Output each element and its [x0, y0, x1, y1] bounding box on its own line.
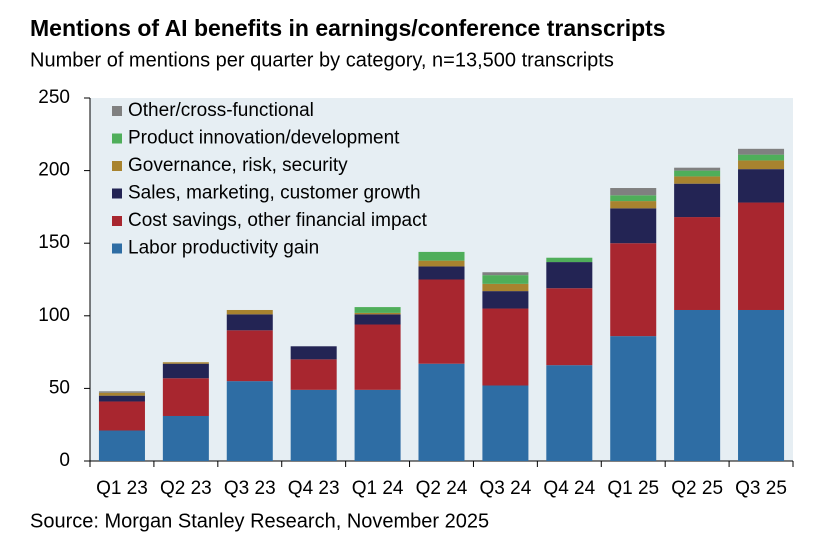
x-tick-label: Q2 25: [671, 478, 723, 499]
legend-swatch: [112, 161, 122, 171]
bar-segment: [674, 183, 721, 218]
bar-segment: [98, 430, 145, 461]
bar-segment: [226, 309, 273, 315]
bar-segment: [610, 201, 657, 209]
bar-segment: [610, 336, 657, 461]
bar-segment: [418, 260, 465, 267]
bar-segment: [674, 167, 721, 171]
bar-segment: [738, 169, 785, 203]
y-tick-label: 150: [38, 232, 70, 253]
bar-segment: [738, 160, 785, 170]
legend-label: Product innovation/development: [128, 128, 400, 149]
bar-segment: [482, 291, 529, 309]
x-tick-label: Q2 23: [160, 478, 212, 499]
bar-segment: [226, 381, 273, 461]
bar-segment: [98, 392, 145, 396]
x-tick-label: Q2 24: [416, 478, 468, 499]
chart-subtitle: Number of mentions per quarter by catego…: [30, 49, 614, 71]
legend-label: Other/cross-functional: [128, 100, 314, 121]
legend-swatch: [112, 133, 122, 144]
legend-label: Governance, risk, security: [128, 155, 348, 176]
bar-segment: [610, 208, 657, 244]
bar-segment: [674, 309, 721, 461]
bar-segment: [482, 308, 529, 386]
bar-segment: [674, 170, 721, 177]
y-tick-label: 200: [38, 160, 70, 181]
bar-segment: [674, 217, 721, 310]
bar-segment: [98, 401, 145, 431]
bar-segment: [354, 324, 401, 390]
bar-segment: [354, 314, 401, 325]
y-tick-label: 50: [49, 377, 70, 398]
bar-segment: [738, 309, 785, 461]
legend-label: Sales, marketing, customer growth: [128, 183, 421, 204]
bar-segment: [674, 176, 721, 184]
bar-segment: [482, 275, 529, 284]
bar-segment: [738, 154, 785, 161]
x-tick-label: Q3 24: [480, 478, 532, 499]
x-tick-label: Q3 25: [735, 478, 787, 499]
x-tick-label: Q4 23: [288, 478, 340, 499]
bar-segment: [738, 148, 785, 155]
bar-segment: [354, 307, 401, 313]
bar-segment: [546, 262, 593, 289]
bar-segment: [162, 378, 209, 416]
bar-segment: [226, 314, 273, 331]
bar-segment: [226, 330, 273, 382]
chart-title: Mentions of AI benefits in earnings/conf…: [30, 15, 666, 41]
x-tick-label: Q1 24: [352, 478, 404, 499]
bar-segment: [290, 359, 337, 390]
legend-label: Cost savings, other financial impact: [128, 210, 428, 231]
bar-segment: [418, 279, 465, 364]
bar-segment: [162, 363, 209, 379]
bar-segment: [482, 283, 529, 292]
y-tick-label: 250: [38, 87, 70, 108]
y-tick-label: 100: [38, 305, 70, 326]
bar-segment: [162, 362, 209, 364]
bar-segment: [610, 195, 657, 202]
bar-segment: [610, 243, 657, 337]
bar-segment: [290, 389, 337, 461]
bar-segment: [290, 346, 337, 360]
bar-segment: [482, 272, 529, 276]
x-tick-label: Q1 23: [96, 478, 148, 499]
x-tick-label: Q1 25: [607, 478, 659, 499]
bar-segment: [418, 266, 465, 280]
bar-segment: [546, 257, 593, 263]
bar-segment: [738, 202, 785, 310]
bar-segment: [98, 395, 145, 402]
bar-segment: [418, 363, 465, 461]
legend-label: Labor productivity gain: [128, 238, 319, 259]
bar-segment: [354, 312, 401, 315]
x-tick-label: Q3 23: [224, 478, 276, 499]
legend-swatch: [112, 243, 122, 254]
legend-swatch: [112, 106, 122, 116]
x-tick-label: Q4 24: [543, 478, 595, 499]
bar-segment: [162, 415, 209, 461]
bar-segment: [98, 391, 145, 393]
legend-swatch: [112, 188, 122, 199]
source: Source: Morgan Stanley Research, Novembe…: [30, 510, 489, 532]
bar-segment: [546, 365, 593, 461]
bar-segment: [482, 385, 529, 461]
legend-swatch: [112, 216, 122, 226]
y-tick-label: 0: [59, 450, 70, 471]
bar-segment: [418, 251, 465, 261]
bar-segment: [546, 288, 593, 366]
bar-segment: [354, 389, 401, 461]
bar-segment: [610, 188, 657, 196]
